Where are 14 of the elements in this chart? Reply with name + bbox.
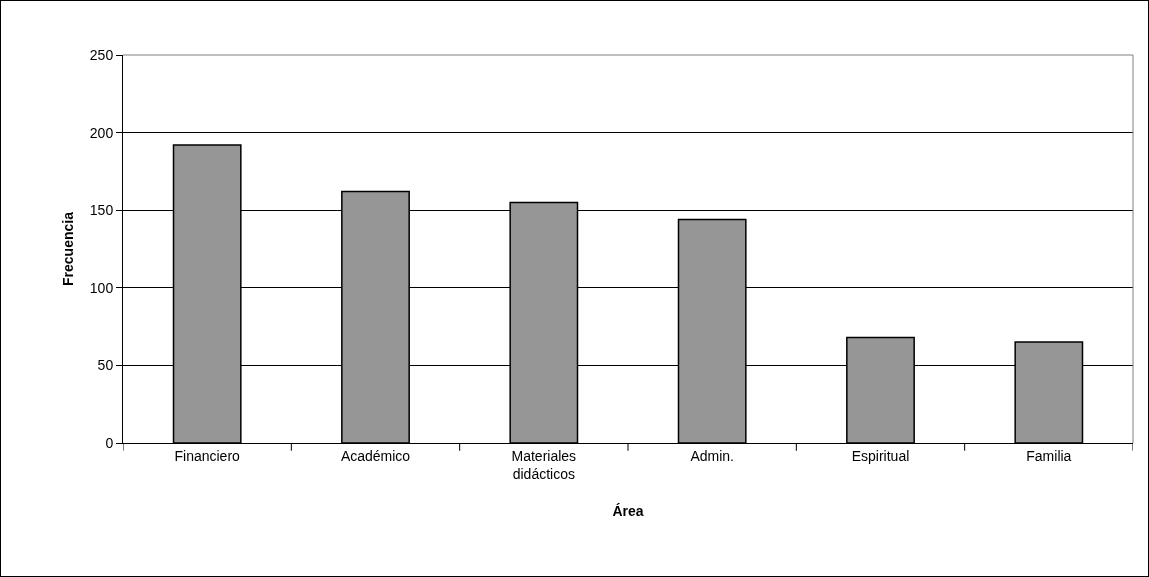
y-tick-label: 200 <box>89 124 114 141</box>
y-tick-label: 150 <box>89 202 114 219</box>
x-tick-label: Espiritual <box>851 447 910 464</box>
y-axis-title: Frecuencia <box>60 211 77 286</box>
y-tick-label: 0 <box>105 434 114 451</box>
y-tick-label: 250 <box>89 46 114 63</box>
y-tick-label: 50 <box>97 357 114 374</box>
y-tick-label: 100 <box>89 279 114 296</box>
x-tick-label: Financiero <box>174 447 241 464</box>
x-tick-label: Académico <box>340 447 411 464</box>
x-tick-label: Familia <box>1026 447 1072 464</box>
x-tick-label: Admin. <box>690 447 734 464</box>
x-axis-title: Área <box>612 503 644 520</box>
x-tick-label: Materiales didácticos <box>511 447 577 482</box>
